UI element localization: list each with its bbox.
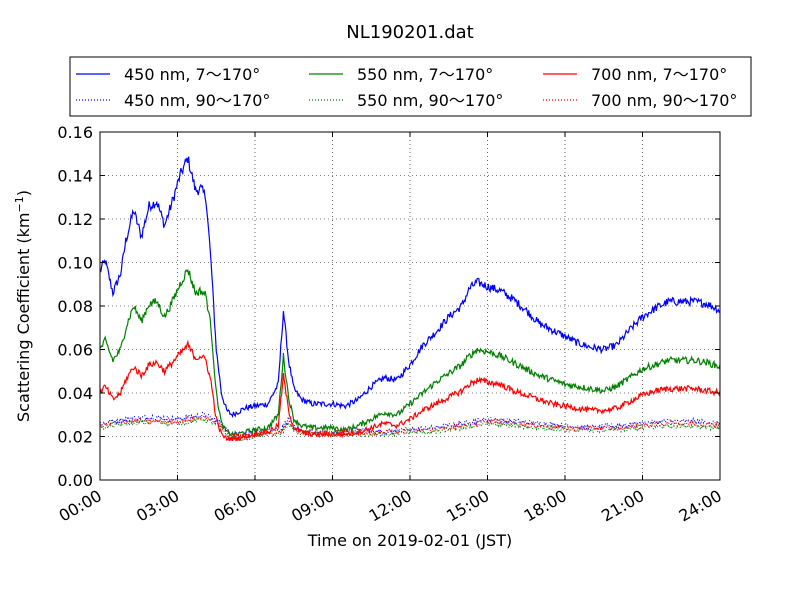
legend-label: 550 nm, 90～170°	[357, 91, 503, 110]
chart-title: NL190201.dat	[346, 22, 473, 43]
y-axis-label-end: )	[14, 190, 33, 196]
y-axis-label-main: Scattering Coefficient (km	[14, 212, 33, 422]
legend-label: 700 nm, 7～170°	[591, 65, 727, 84]
legend-label: 700 nm, 90～170°	[591, 91, 737, 110]
ticks: 00:00 03:00 06:00 09:00 12:00 15:00 18:00 21:00…	[56, 123, 725, 526]
y-tick-label: 0.16	[57, 123, 93, 142]
x-tick-label: 03:00	[133, 486, 182, 526]
y-tick-label: 0.10	[57, 254, 93, 273]
y-axis-label: Scattering Coefficient (km−1)	[13, 190, 33, 422]
series-line-3	[99, 268, 721, 438]
x-tick-label: 09:00	[288, 486, 337, 526]
x-tick-label: 00:00	[56, 486, 105, 526]
x-tick-label: 24:00	[676, 486, 725, 526]
y-tick-label: 0.04	[57, 384, 93, 403]
x-tick-label: 18:00	[521, 486, 570, 526]
y-tick-label: 0.12	[57, 210, 93, 229]
x-tick-label: 12:00	[366, 486, 415, 526]
y-axis-label-sup: −1	[13, 196, 26, 212]
series-line-1	[99, 156, 721, 419]
y-tick-label: 0.00	[57, 471, 93, 490]
x-tick-label: 21:00	[598, 486, 647, 526]
y-tick-label: 0.06	[57, 341, 93, 360]
x-tick-label: 06:00	[211, 486, 260, 526]
legend-box	[69, 56, 752, 117]
x-tick-label: 15:00	[443, 486, 492, 526]
series-line-5	[99, 339, 721, 442]
series-layer	[99, 156, 721, 443]
y-tick-label: 0.14	[57, 167, 93, 186]
legend-label: 450 nm, 7～170°	[124, 65, 260, 84]
y-tick-label: 0.02	[57, 428, 93, 447]
legend-label: 550 nm, 7～170°	[357, 65, 493, 84]
legend: 450 nm, 7～170° 550 nm, 7～170° 700 nm, 7～17…	[69, 56, 752, 117]
y-tick-label: 0.08	[57, 297, 93, 316]
legend-label: 450 nm, 90～170°	[124, 91, 270, 110]
series-line-6	[99, 414, 721, 441]
x-axis-label: Time on 2019-02-01 (JST)	[307, 531, 512, 550]
